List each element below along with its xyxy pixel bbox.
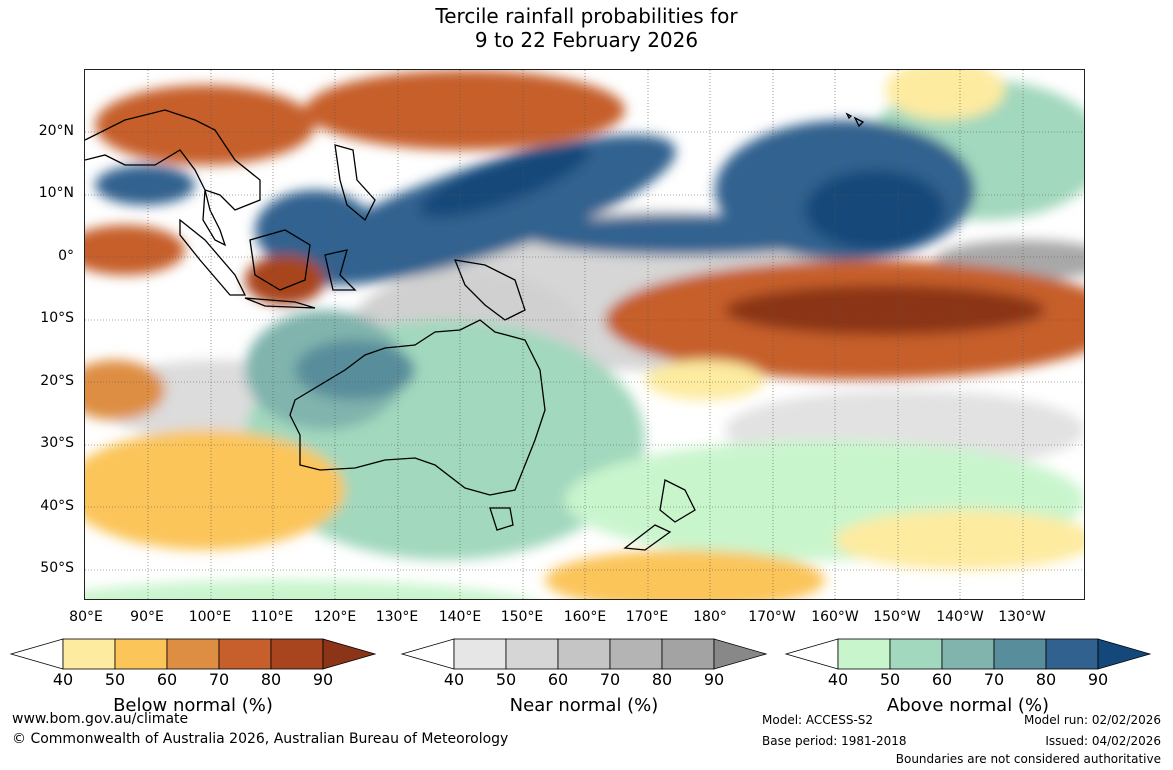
model-run-text: Model run: 02/02/2026 [1023,713,1161,727]
lon-label-170w: 170°W [748,609,796,625]
tick-label: 80 [651,670,673,689]
colorbar-segment [889,638,943,670]
tick-label: 50 [495,670,517,689]
colorbar-segment [270,638,324,670]
map-title: Tercile rainfall probabilities for 9 to … [0,4,1173,52]
tick-label: 40 [827,670,849,689]
probability-map [84,69,1085,600]
lat-label-0: 0° [58,248,74,264]
tick-label: 70 [983,670,1005,689]
colorbar-segment [993,638,1047,670]
probability-fields [85,70,1084,599]
colorbar-low-extension [400,638,455,670]
tick-label: 90 [312,670,334,689]
lon-label-180: 180° [693,609,727,625]
lon-label-120e: 120°E [313,609,357,625]
lat-label-10s: 10°S [40,310,74,326]
model-text: Model: ACCESS-S2 [762,713,874,727]
colorbars [9,638,1152,670]
tick-label: 60 [547,670,569,689]
colorbar-segment [661,638,715,670]
tick-label: 90 [1087,670,1109,689]
colorbar-high-extension [322,638,377,670]
base-period-text: Base period: 1981-2018 [762,734,907,748]
tick-label: 50 [879,670,901,689]
tick-label: 60 [931,670,953,689]
colorbar-high-extension [713,638,768,670]
coastlines [85,109,865,551]
lat-label-40s: 40°S [40,498,74,514]
lon-label-150e: 150°E [500,609,544,625]
colorbar-high-extension [1097,638,1152,670]
lon-label-80e: 80°E [69,609,103,625]
lon-label-160e: 160°E [563,609,607,625]
tick-label: 70 [599,670,621,689]
tick-label: 50 [104,670,126,689]
lat-label-20s: 20°S [40,373,74,389]
issued-text: Issued: 04/02/2026 [1045,734,1161,748]
colorbar-low-extension [9,638,64,670]
probability-map-graphic [85,70,1084,599]
title-line-2: 9 to 22 February 2026 [474,28,699,52]
tick-label: 70 [208,670,230,689]
colorbar-near-title: Near normal (%) [509,695,659,716]
colorbar-segment [1045,638,1099,670]
lon-label-100e: 100°E [188,609,232,625]
tick-label: 60 [156,670,178,689]
title-line-1: Tercile rainfall probabilities for [435,4,738,28]
colorbar-segment [218,638,272,670]
colorbar-near [400,638,768,670]
lon-label-130e: 130°E [375,609,419,625]
lat-label-50s: 50°S [40,560,74,576]
colorbar-segment [837,638,891,670]
colorbar-segment [114,638,168,670]
graticule [85,70,1084,599]
colorbar-segment [557,638,611,670]
colorbar-below-title: Below normal (%) [113,695,273,716]
lon-label-110e: 110°E [250,609,294,625]
lat-label-20n: 20°N [38,123,74,139]
tick-label: 90 [703,670,725,689]
tick-label: 40 [443,670,465,689]
colorbar-segment [941,638,995,670]
colorbar-segment [453,638,507,670]
lon-label-140e: 140°E [438,609,482,625]
lon-label-150w: 150°W [873,609,921,625]
lat-label-30s: 30°S [40,435,74,451]
colorbar-segment [505,638,559,670]
colorbar-segment [62,638,116,670]
colorbar-segment [166,638,220,670]
colorbar-low-extension [784,638,839,670]
tick-label: 80 [1035,670,1057,689]
colorbar-segment [609,638,663,670]
lon-label-90e: 90°E [130,609,164,625]
lon-label-140w: 140°W [936,609,984,625]
lon-label-130w: 130°W [998,609,1046,625]
colorbar-above [784,638,1152,670]
disclaimer-text: Boundaries are not considered authoritat… [895,752,1161,766]
lon-label-170e: 170°E [625,609,669,625]
website-text: www.bom.gov.au/climate [12,711,189,727]
colorbar-below [9,638,377,670]
lon-label-160w: 160°W [811,609,859,625]
tick-label: 40 [52,670,74,689]
tick-label: 80 [260,670,282,689]
copyright-text: © Commonwealth of Australia 2026, Austra… [12,731,509,747]
colorbar-above-title: Above normal (%) [886,695,1050,716]
lat-label-10n: 10°N [38,185,74,201]
